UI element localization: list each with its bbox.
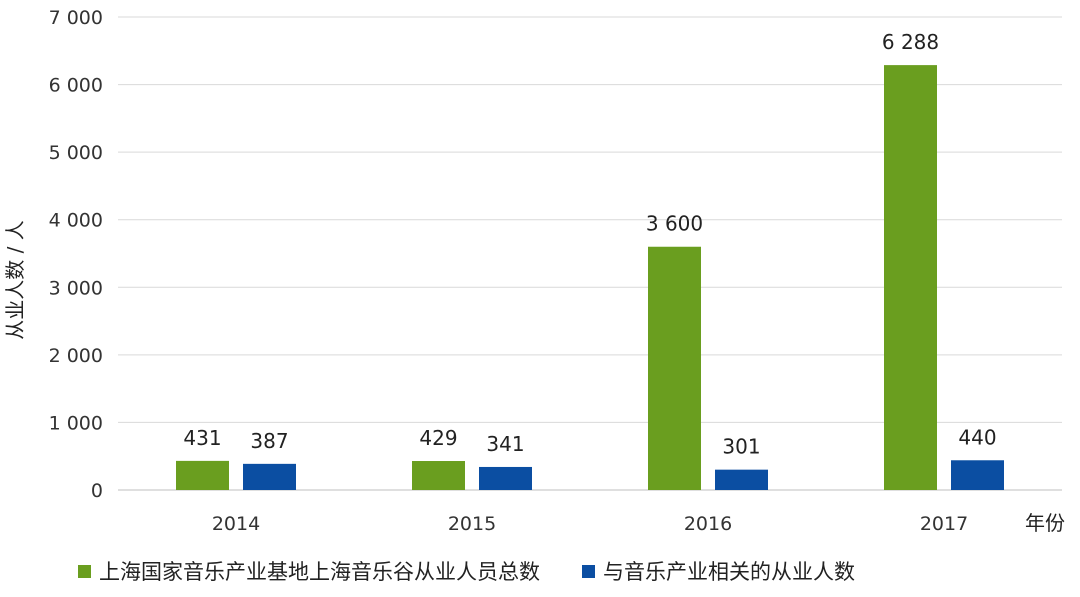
legend: 上海国家音乐产业基地上海音乐谷从业人员总数 与音乐产业相关的从业人数 bbox=[78, 556, 855, 586]
legend-swatch-series-2 bbox=[582, 564, 595, 578]
data-label: 341 bbox=[486, 432, 524, 456]
y-tick-label: 7 000 bbox=[49, 7, 103, 29]
bar-1-2015 bbox=[412, 461, 465, 490]
y-tick-label: 6 000 bbox=[49, 75, 103, 97]
x-axis-title: 年份 bbox=[1025, 511, 1065, 535]
bar-2-2015 bbox=[479, 466, 532, 490]
data-label: 387 bbox=[250, 429, 288, 453]
y-tick-label: 5 000 bbox=[49, 142, 103, 164]
x-axis-ticks: 2014 2015 2016 2017 bbox=[212, 513, 968, 535]
bar-2-2016 bbox=[715, 469, 768, 490]
bars bbox=[176, 65, 1004, 491]
bar-1-2017 bbox=[884, 65, 937, 491]
y-tick-label: 4 000 bbox=[49, 210, 103, 232]
bar-1-2014 bbox=[176, 460, 229, 490]
data-label: 3 600 bbox=[646, 212, 703, 236]
legend-item-series-1: 上海国家音乐产业基地上海音乐谷从业人员总数 bbox=[78, 556, 540, 586]
data-label: 301 bbox=[722, 435, 760, 459]
legend-label-series-1: 上海国家音乐产业基地上海音乐谷从业人员总数 bbox=[99, 560, 540, 584]
bar-2-2017 bbox=[951, 460, 1004, 490]
data-label: 6 288 bbox=[882, 30, 939, 54]
y-tick-label: 1 000 bbox=[49, 412, 103, 434]
legend-label-series-2: 与音乐产业相关的从业人数 bbox=[603, 560, 855, 584]
legend-swatch-series-1 bbox=[78, 564, 91, 578]
data-label: 431 bbox=[183, 426, 221, 450]
legend-item-series-2: 与音乐产业相关的从业人数 bbox=[582, 556, 855, 586]
x-tick-label: 2014 bbox=[212, 513, 260, 535]
x-tick-label: 2017 bbox=[920, 513, 968, 535]
x-tick-label: 2015 bbox=[448, 513, 496, 535]
y-tick-label: 3 000 bbox=[49, 277, 103, 299]
bar-2-2014 bbox=[243, 463, 296, 490]
gridlines bbox=[118, 16, 1062, 491]
y-axis-title: 从业人数 / 人 bbox=[3, 220, 27, 339]
x-tick-label: 2016 bbox=[684, 513, 732, 535]
data-labels: 431 387 429 341 3 600 301 6 288 440 bbox=[183, 30, 996, 459]
y-tick-label: 0 bbox=[91, 480, 103, 502]
data-label: 440 bbox=[958, 425, 996, 449]
y-axis-ticks: 0 1 000 2 000 3 000 4 000 5 000 6 000 7 000 bbox=[49, 7, 103, 502]
y-tick-label: 2 000 bbox=[49, 345, 103, 367]
data-label: 429 bbox=[419, 426, 457, 450]
bar-1-2016 bbox=[648, 246, 701, 490]
